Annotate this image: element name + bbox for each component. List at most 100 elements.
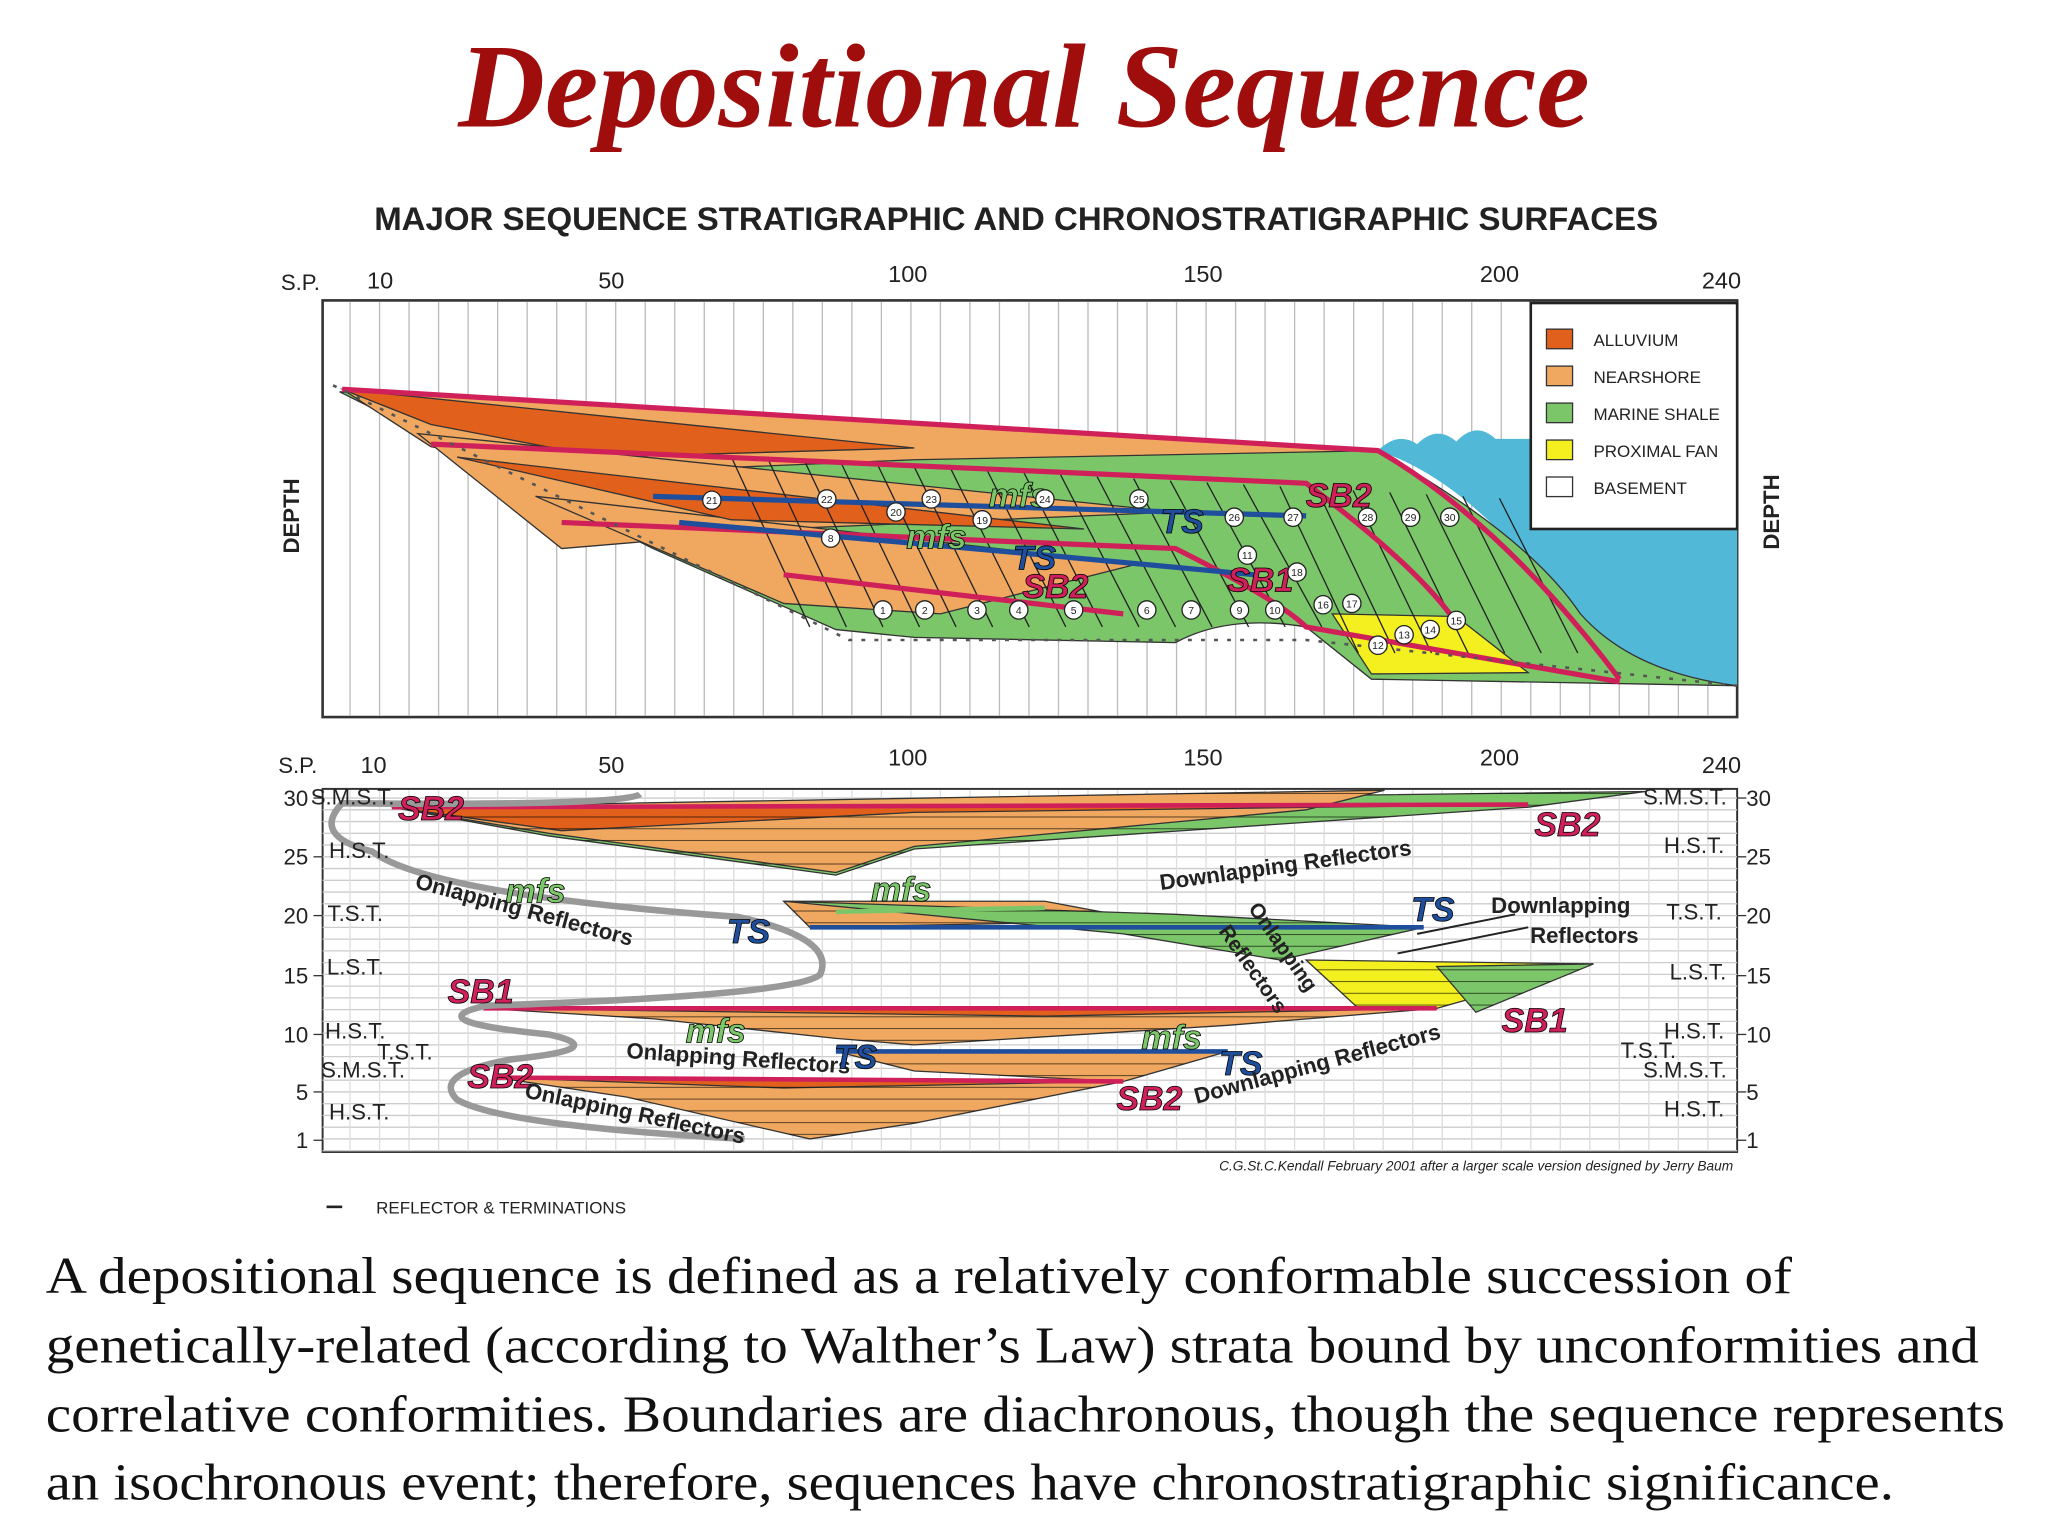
arrow xyxy=(1397,913,1529,955)
point-marker xyxy=(1368,635,1388,656)
systems-tract-label: T.S.T. xyxy=(1621,1038,1676,1063)
sp-tick-label: 150 xyxy=(1183,744,1222,770)
sp-tick-label: 240 xyxy=(1702,268,1741,294)
depth-tick-label: 5 xyxy=(1746,1080,1758,1105)
legend-swatch xyxy=(1545,476,1574,498)
surface-label: SB2 xyxy=(398,790,464,828)
point-label: 23 xyxy=(925,495,937,506)
clinoform xyxy=(767,458,847,628)
point-marker xyxy=(1063,600,1084,620)
description-line: genetically-related (according to Walthe… xyxy=(46,1316,1979,1374)
depth-tick-label: 25 xyxy=(284,845,309,870)
surface-label: TS xyxy=(834,1038,878,1076)
clinoform xyxy=(1059,474,1140,628)
sp-tick-label: 10 xyxy=(367,268,393,294)
point-label: 2 xyxy=(922,606,928,617)
point-marker xyxy=(1400,507,1421,528)
sp-label: S.P. xyxy=(278,753,317,778)
surface-label: SB2 xyxy=(1534,806,1600,844)
systems-tract-label: S.M.S.T. xyxy=(311,785,395,810)
depth-tick-label: 10 xyxy=(1746,1022,1771,1047)
point-label: 18 xyxy=(1291,568,1303,579)
surface-line xyxy=(652,493,1307,519)
point-marker xyxy=(1229,600,1250,620)
point-marker xyxy=(820,528,841,548)
point-marker xyxy=(1264,600,1285,620)
sp-tick-label: 50 xyxy=(598,752,624,778)
clinoform xyxy=(1096,476,1177,628)
slide-title: Depositional Sequence xyxy=(457,20,1589,153)
surface-line xyxy=(391,802,1529,810)
point-marker xyxy=(816,489,837,509)
systems-tract-label: H.S.T. xyxy=(329,838,389,863)
point-marker xyxy=(1224,507,1245,528)
point-label: 13 xyxy=(1398,631,1410,642)
depth-label: DEPTH xyxy=(1759,474,1784,549)
stratum-hatch xyxy=(496,1077,1124,1139)
point-label: 19 xyxy=(976,516,988,527)
surface-label: TS xyxy=(727,913,771,951)
point-label: 1 xyxy=(880,606,886,617)
depth-tick-label: 10 xyxy=(284,1022,309,1047)
point-marker xyxy=(1287,562,1307,582)
point-label: 17 xyxy=(1346,599,1358,610)
sea-level-curve xyxy=(328,791,826,1143)
description-line: correlative conformities. Boundaries are… xyxy=(46,1386,2005,1444)
point-marker xyxy=(1035,489,1055,509)
depth-tick-label: 20 xyxy=(284,903,309,928)
point-label: 11 xyxy=(1242,551,1253,562)
point-marker xyxy=(1237,545,1258,565)
sp-tick-label: 50 xyxy=(598,268,624,294)
depth-tick-label: 25 xyxy=(1746,845,1771,870)
legend-label: NEARSHORE xyxy=(1593,368,1701,387)
surface-label: TS xyxy=(1411,891,1455,929)
point-marker xyxy=(972,510,992,530)
sp-label: S.P. xyxy=(281,270,320,295)
clinoform xyxy=(1498,497,1579,654)
point-marker xyxy=(1181,600,1201,620)
point-label: 7 xyxy=(1188,606,1194,617)
point-label: 26 xyxy=(1228,513,1240,524)
point-marker xyxy=(1008,600,1029,620)
surface-line xyxy=(496,1075,1124,1084)
clinoform xyxy=(986,470,1067,628)
clinoform xyxy=(1242,484,1323,628)
point-marker xyxy=(1439,507,1460,528)
systems-tract-label: S.M.S.T. xyxy=(1643,785,1727,810)
point-marker xyxy=(886,502,906,522)
clinoform xyxy=(730,456,811,628)
surface-label: TS xyxy=(1219,1045,1263,1083)
figure-title: MAJOR SEQUENCE STRATIGRAPHIC AND CHRONOS… xyxy=(374,200,1658,237)
sp-tick-label: 200 xyxy=(1480,744,1519,770)
systems-tract-label: T.S.T. xyxy=(377,1039,432,1064)
reflector-label: Reflectors xyxy=(1530,923,1639,948)
point-label: 3 xyxy=(974,606,980,617)
point-label: 28 xyxy=(1362,513,1374,524)
clinoform xyxy=(1315,488,1396,654)
point-label: 8 xyxy=(828,534,834,545)
point-marker xyxy=(914,600,935,620)
sp-tick-label: 150 xyxy=(1183,261,1222,287)
point-marker xyxy=(1420,619,1440,640)
point-label: 22 xyxy=(821,495,833,506)
point-label: 27 xyxy=(1287,513,1299,524)
stratum-hatch xyxy=(391,804,1529,831)
systems-tract-label: H.S.T. xyxy=(1664,833,1724,858)
surface-line xyxy=(678,519,1255,578)
legend-swatch xyxy=(1545,402,1574,424)
surface-label: mfs xyxy=(871,871,931,909)
point-marker xyxy=(1446,610,1467,631)
systems-tract-label: S.M.S.T. xyxy=(321,1058,405,1083)
description-line: an isochronous event; therefore, sequenc… xyxy=(46,1453,1894,1511)
point-marker xyxy=(1283,507,1303,528)
surface-label: mfs xyxy=(1141,1019,1201,1057)
depth-tick-label: 15 xyxy=(284,964,309,989)
surface-label: SB2 xyxy=(1022,568,1088,606)
depth-tick-label: 15 xyxy=(1746,964,1771,989)
point-label: 6 xyxy=(1144,606,1150,617)
key-label: REFLECTOR & TERMINATIONS xyxy=(376,1198,626,1217)
point-marker xyxy=(702,490,722,511)
